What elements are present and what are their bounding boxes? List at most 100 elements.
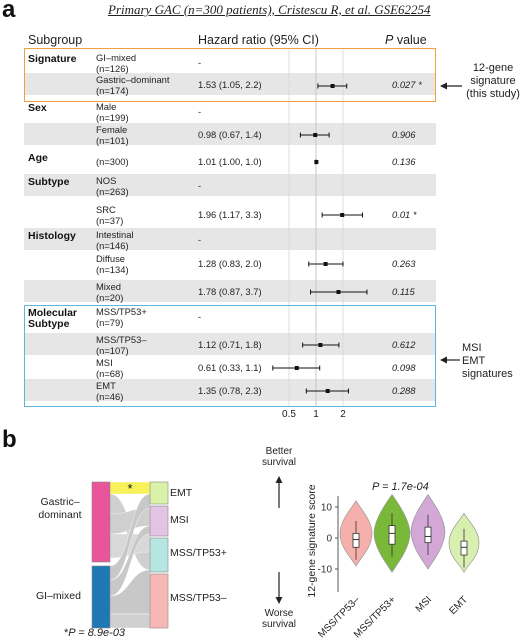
header-hazard-ratio: Hazard ratio (95% CI)	[198, 33, 319, 47]
row-p-value: 0.612	[392, 339, 416, 350]
row-subgroup: Diffuse (n=134)	[96, 253, 129, 275]
molecular-note-line2: EMT	[462, 355, 486, 367]
label-mss-tp53-neg: MSS/TP53–	[170, 592, 227, 604]
row-subgroup-n: (n=46)	[96, 391, 124, 402]
forest-x-tick: 0.5	[282, 409, 296, 420]
figure-caption: Primary GAC (n=300 patients), Cristescu …	[108, 2, 431, 17]
molecular-highlight-box	[24, 305, 436, 407]
row-stripe	[24, 280, 436, 302]
p-note-text: P = 8.9e-03	[68, 627, 126, 639]
violin-box	[388, 525, 396, 545]
violin-box	[424, 526, 432, 544]
worse-line1: Worse	[264, 608, 294, 619]
row-group-label: Molecular Subtype	[28, 308, 77, 330]
row-subgroup-name: EMT	[96, 380, 116, 391]
flow-gi-mss-pos	[109, 613, 151, 629]
panel-letter-b: b	[2, 426, 17, 453]
row-subgroup: (n=300)	[96, 156, 129, 167]
alluvial-p-note: *P = 8.9e-03	[64, 627, 125, 639]
molecular-note: MSI EMT signatures	[462, 342, 520, 381]
violin-y-tick-label: 0	[326, 534, 332, 545]
forest-mark	[305, 388, 349, 394]
header-p-suffix: value	[393, 33, 427, 47]
row-subgroup-n: (n=101)	[96, 135, 129, 146]
row-stripe	[24, 333, 436, 355]
row-subgroup-name: Male	[96, 101, 117, 112]
hr-point	[314, 160, 319, 164]
row-group-text: Age	[28, 152, 48, 164]
row-group-label: Histology	[28, 231, 76, 242]
row-subgroup-n: (n=199)	[96, 112, 129, 123]
row-group-text: Subtype	[28, 176, 70, 188]
violin-y-tick-label: -10	[318, 565, 332, 576]
row-subgroup-n: (n=300)	[96, 156, 129, 167]
row-hazard-ratio: -	[198, 180, 202, 191]
label-gastric-line2: dominant	[38, 509, 82, 521]
forest-mark	[302, 342, 340, 348]
worse-survival-label: Worse survival	[256, 608, 302, 630]
hr-point	[318, 343, 323, 347]
node-msi	[149, 505, 169, 537]
row-group-text: Sex	[28, 102, 47, 114]
row-group-text-2: Subtype	[28, 318, 70, 330]
survival-arrows	[275, 476, 283, 604]
row-subgroup-name: GI–mixed	[96, 52, 137, 63]
signature-highlight-box	[24, 48, 436, 102]
row-p-value: 0.027 *	[392, 79, 422, 90]
row-subgroup-name: SRC	[96, 204, 116, 215]
row-subgroup-name: MSS/TP53–	[96, 334, 147, 345]
signature-note-line3: (this study)	[466, 88, 520, 100]
row-stripe	[24, 123, 436, 145]
hr-point	[336, 290, 341, 294]
node-mss-tp53-pos	[149, 537, 169, 573]
row-group-label: Age	[28, 153, 48, 164]
row-subgroup: MSS/TP53– (n=107)	[96, 334, 147, 356]
forest-mark	[310, 289, 368, 295]
better-line1: Better	[265, 446, 293, 457]
forest-mark	[314, 159, 319, 165]
row-hazard-ratio: 1.96 (1.17, 3.3)	[198, 209, 262, 220]
forest-x-tick: 2	[340, 409, 346, 420]
violin-box	[460, 540, 468, 556]
label-gastric-line1: Gastric–	[40, 496, 80, 508]
row-subgroup-n: (n=20)	[96, 292, 124, 303]
row-subgroup: MSI (n=68)	[96, 357, 123, 379]
row-subgroup: MSS/TP53+ (n=79)	[96, 306, 147, 328]
header-p-value: P value	[385, 33, 427, 47]
violin-x-label: MSI	[414, 594, 434, 614]
row-hazard-ratio: 1.53 (1.05, 2.2)	[198, 79, 262, 90]
row-hazard-ratio: 1.01 (1.00, 1.0)	[198, 156, 262, 167]
row-hazard-ratio: 1.35 (0.78, 2.3)	[198, 385, 262, 396]
row-group-text: Histology	[28, 230, 76, 242]
row-subgroup: Male (n=199)	[96, 101, 129, 123]
row-subgroup-name: Mixed	[96, 281, 122, 292]
row-subgroup-n: (n=146)	[96, 240, 129, 251]
down-arrow-icon	[275, 572, 283, 604]
hr-point	[325, 389, 330, 393]
row-subgroup: NOS (n=263)	[96, 175, 129, 197]
p-note-star: *	[64, 627, 69, 639]
row-hazard-ratio: 0.61 (0.33, 1.1)	[198, 362, 262, 373]
panel-letter-a: a	[2, 0, 16, 23]
row-subgroup-name: MSS/TP53+	[96, 306, 147, 317]
violin-y-label: 12-gene signature score	[306, 484, 318, 598]
hr-point	[313, 133, 318, 137]
row-subgroup-name: Female	[96, 124, 128, 135]
row-p-value: 0.115	[392, 286, 415, 297]
worse-line2: survival	[262, 619, 296, 630]
row-subgroup-n: (n=126)	[96, 63, 129, 74]
row-hazard-ratio: 1.28 (0.83, 2.0)	[198, 258, 262, 269]
node-emt	[149, 481, 169, 505]
signature-note-line2: signature	[470, 75, 516, 87]
hr-point	[330, 84, 335, 88]
row-hazard-ratio: -	[198, 234, 202, 245]
row-subgroup-n: (n=37)	[96, 215, 124, 226]
row-subgroup-name: Intestinal	[96, 229, 134, 240]
label-gastric-dominant: Gastric– dominant	[28, 496, 92, 522]
row-subgroup: GI–mixed (n=126)	[96, 52, 136, 74]
up-arrow-icon	[275, 476, 283, 508]
violin-box	[352, 532, 360, 548]
row-stripe	[24, 73, 436, 95]
header-subgroup: Subgroup	[28, 33, 83, 47]
